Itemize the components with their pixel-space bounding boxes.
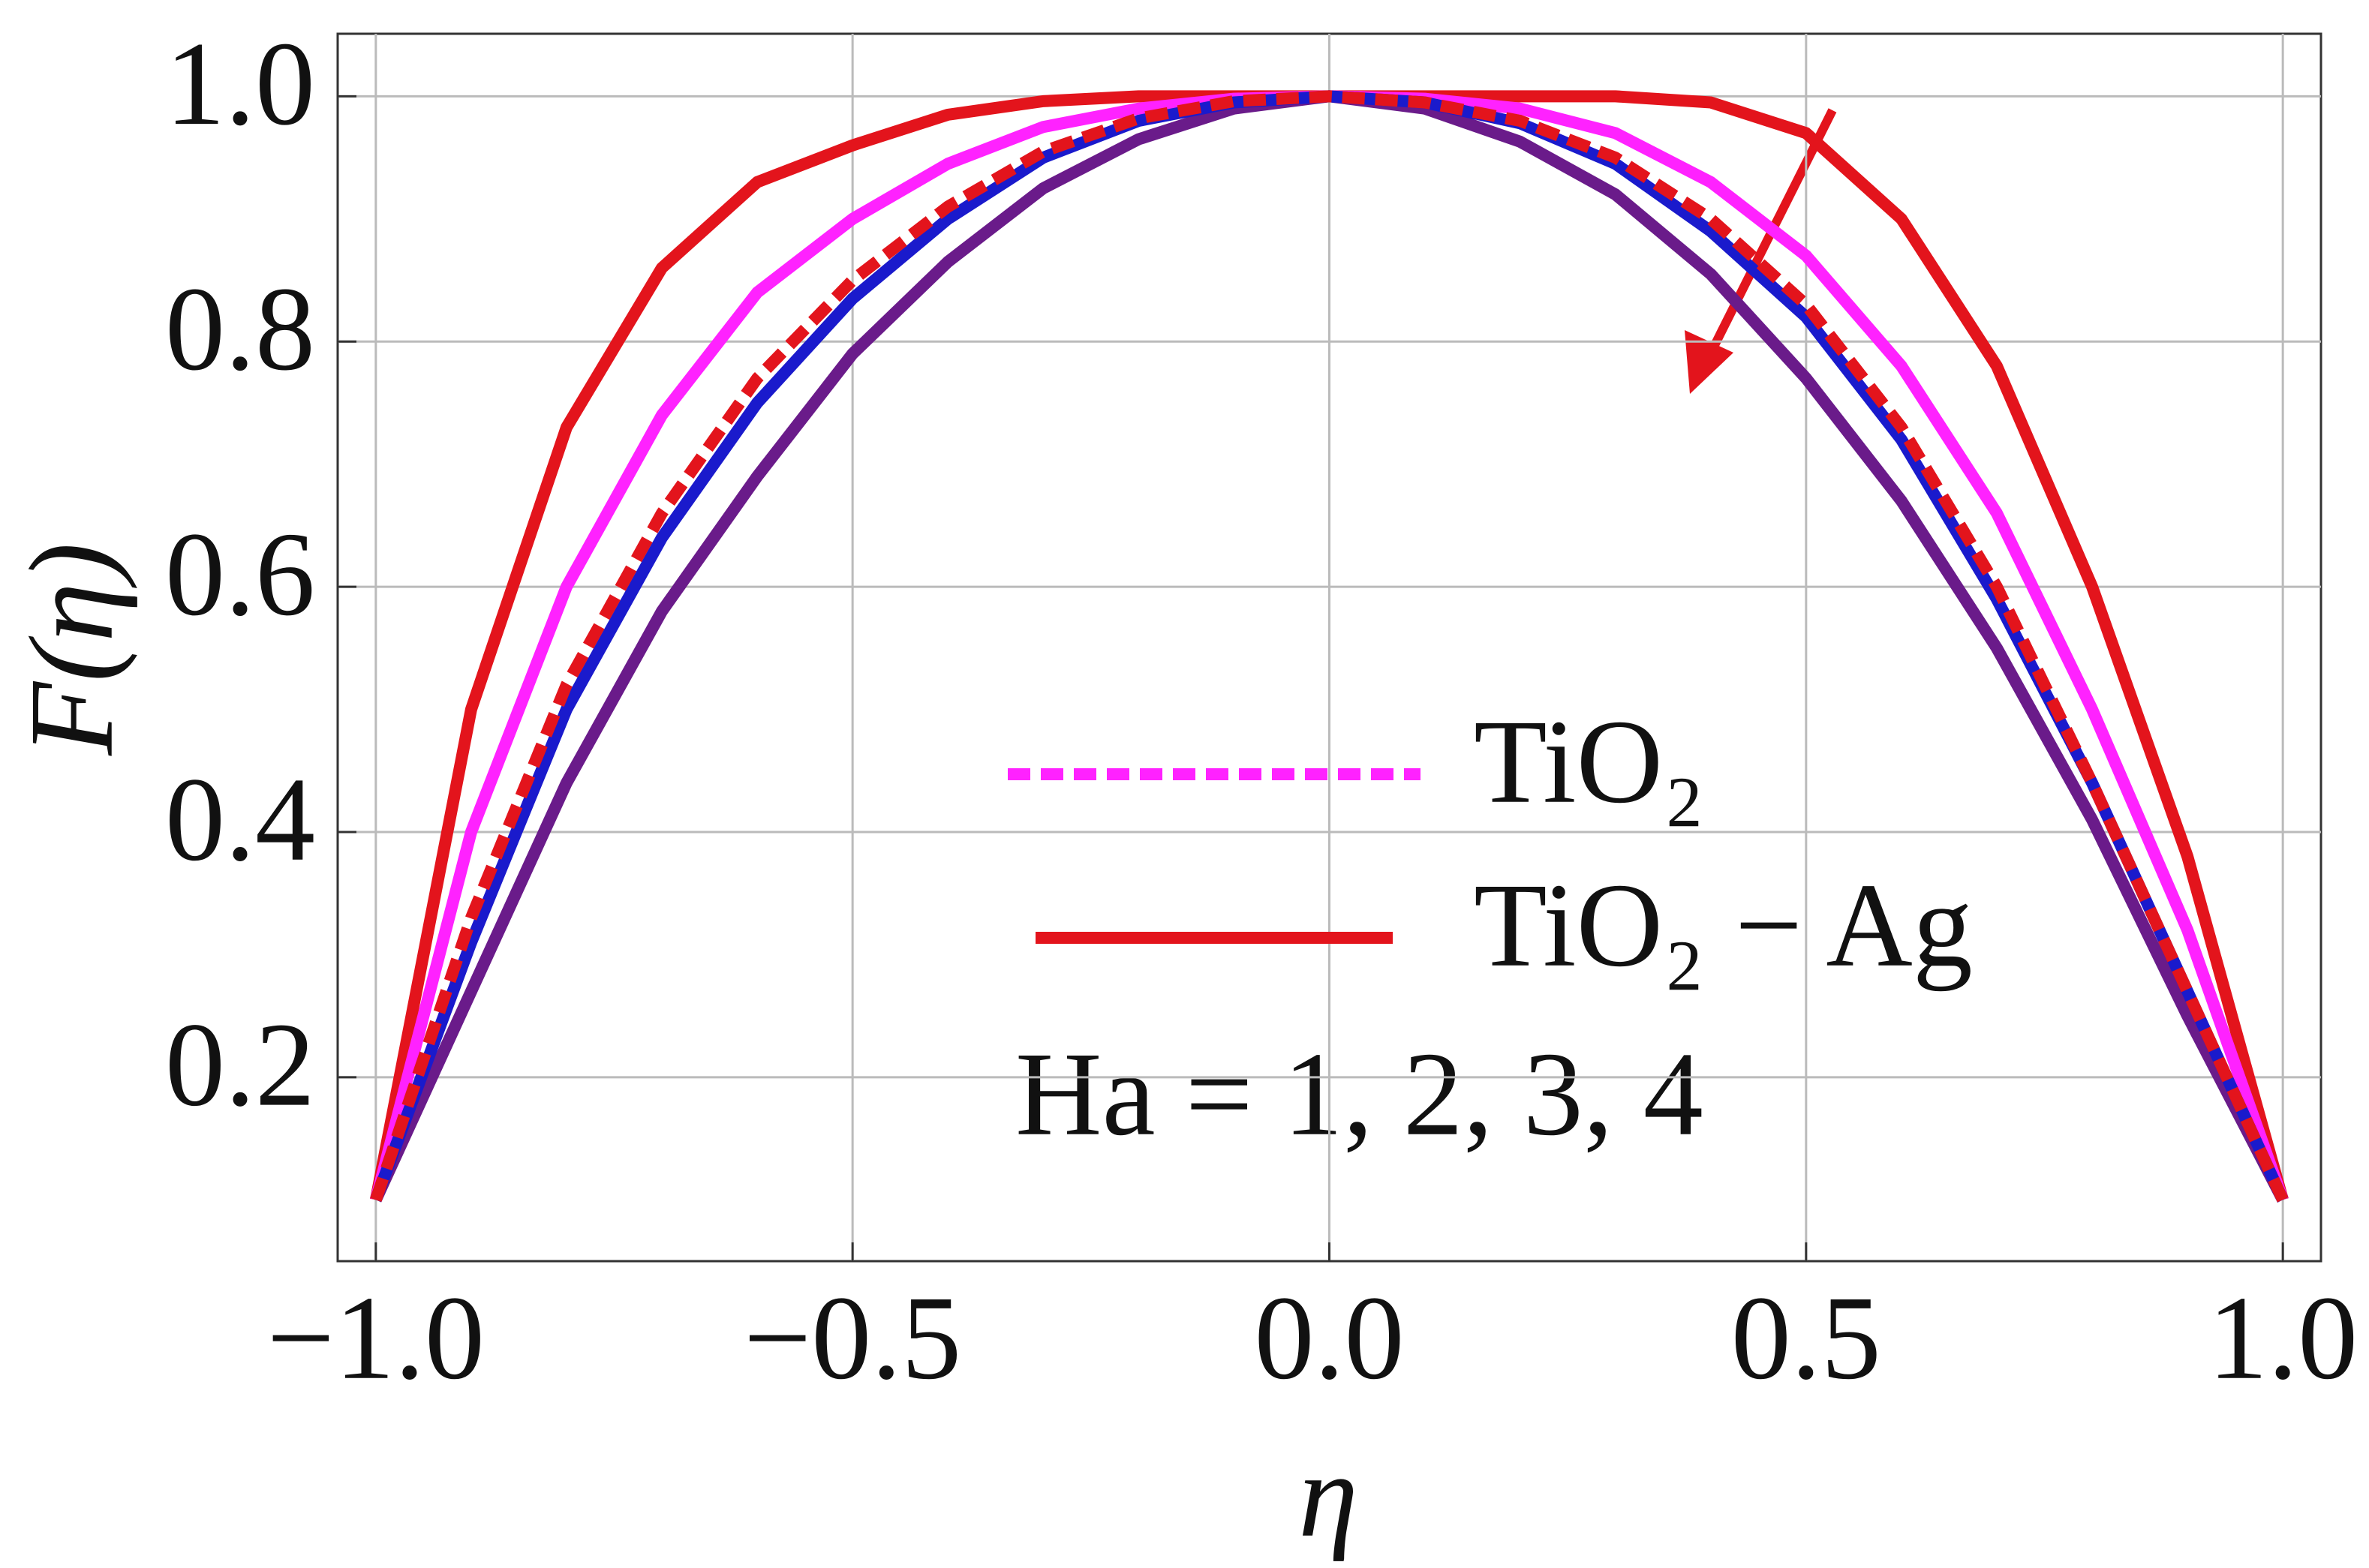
x-tick-label: 1.0 bbox=[2208, 1271, 2358, 1404]
data-line bbox=[370, 90, 2289, 1203]
x-tick-label: −0.5 bbox=[744, 1271, 961, 1404]
annotation: Ha = 1, 2, 3, 4 bbox=[1015, 1027, 1703, 1161]
y-tick-label: 0.4 bbox=[165, 752, 315, 886]
x-tick-label: 0.0 bbox=[1255, 1271, 1405, 1404]
y-tick-label: 0.6 bbox=[165, 507, 315, 641]
x-tick-label: −1.0 bbox=[267, 1271, 485, 1404]
y-tick-label: 0.8 bbox=[165, 262, 315, 395]
x-axis-label: η bbox=[1298, 1428, 1357, 1562]
legend-label: TiO₂ bbox=[1474, 695, 1705, 828]
y-axis-label: F(η) bbox=[5, 542, 138, 756]
legend-label: TiO₂ − Ag bbox=[1474, 858, 1973, 992]
x-tick-label: 0.5 bbox=[1731, 1271, 1881, 1404]
y-tick-label: 0.2 bbox=[165, 998, 315, 1131]
y-tick-label: 1.0 bbox=[165, 17, 315, 150]
